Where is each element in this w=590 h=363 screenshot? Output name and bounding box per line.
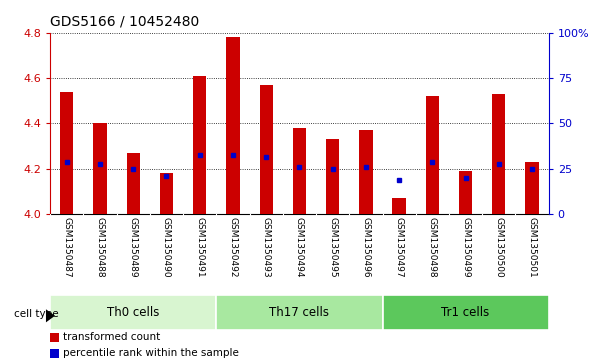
Bar <box>50 333 59 342</box>
Bar <box>93 123 107 214</box>
Text: GSM1350488: GSM1350488 <box>96 217 104 277</box>
Text: GSM1350497: GSM1350497 <box>395 217 404 277</box>
Bar <box>217 295 382 330</box>
Bar <box>193 76 206 214</box>
Text: GSM1350501: GSM1350501 <box>527 217 536 277</box>
Bar <box>260 85 273 214</box>
Text: GSM1350495: GSM1350495 <box>328 217 337 277</box>
Text: cell type: cell type <box>14 309 58 319</box>
Bar <box>492 94 506 214</box>
Bar <box>227 37 240 214</box>
Text: GSM1350499: GSM1350499 <box>461 217 470 277</box>
Bar <box>127 153 140 214</box>
Bar <box>526 162 539 214</box>
Bar <box>382 295 549 330</box>
Bar <box>359 130 372 214</box>
Text: GDS5166 / 10452480: GDS5166 / 10452480 <box>50 14 199 28</box>
Text: GSM1350494: GSM1350494 <box>295 217 304 277</box>
Bar <box>426 96 439 214</box>
Text: Tr1 cells: Tr1 cells <box>441 306 490 319</box>
Bar <box>459 171 472 214</box>
Text: GSM1350493: GSM1350493 <box>262 217 271 277</box>
Text: GSM1350491: GSM1350491 <box>195 217 204 277</box>
Text: GSM1350500: GSM1350500 <box>494 217 503 277</box>
Text: GSM1350498: GSM1350498 <box>428 217 437 277</box>
Bar <box>392 198 406 214</box>
Bar <box>50 295 217 330</box>
Text: percentile rank within the sample: percentile rank within the sample <box>63 348 238 358</box>
Text: GSM1350490: GSM1350490 <box>162 217 171 277</box>
Bar <box>293 128 306 214</box>
Text: GSM1350492: GSM1350492 <box>228 217 237 277</box>
Bar <box>60 91 73 214</box>
Bar <box>160 174 173 214</box>
Text: GSM1350487: GSM1350487 <box>63 217 71 277</box>
Text: Th17 cells: Th17 cells <box>270 306 329 319</box>
Polygon shape <box>46 309 55 322</box>
Text: GSM1350489: GSM1350489 <box>129 217 137 277</box>
Bar <box>326 139 339 214</box>
Text: transformed count: transformed count <box>63 332 160 342</box>
Text: GSM1350496: GSM1350496 <box>362 217 371 277</box>
Bar <box>50 349 59 358</box>
Text: Th0 cells: Th0 cells <box>107 306 159 319</box>
